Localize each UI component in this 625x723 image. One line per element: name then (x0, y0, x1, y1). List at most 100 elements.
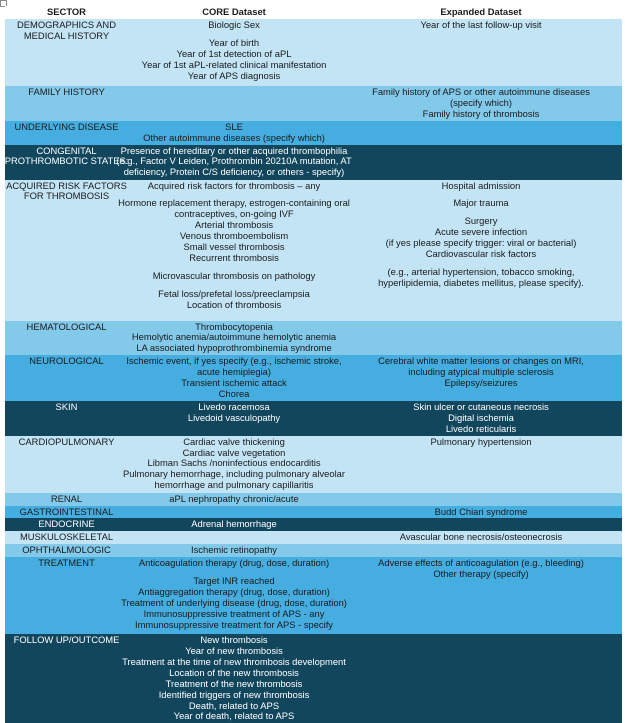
data-item: Venous thromboembolism (179, 230, 289, 242)
item-group: Ischemic event, if yes specify (e.g., is… (126, 355, 341, 400)
item-group: Adrenal hemorrhage (191, 519, 276, 530)
data-item: Adrenal hemorrhage (191, 518, 277, 530)
data-item: Hemolytic anemia/autoimmune hemolytic an… (131, 331, 337, 343)
header-expanded-dataset: Expanded Dataset (440, 6, 522, 17)
data-item: Ischemic retinopathy (191, 544, 277, 556)
data-item: Chorea (218, 387, 250, 399)
expanded-dataset-cell: Adverse effects of anticoagulation (e.g.… (340, 557, 622, 634)
expanded-dataset-cell: Avascular bone necrosis/osteonecrosis (340, 531, 622, 544)
table-row: UNDERLYING DISEASE SLE Other autoimmune di… (5, 120, 622, 145)
data-item: Fetal loss/prefetal loss/preeclampsia (158, 287, 310, 299)
data-item: Pulmonary hemorrhage, including pulmonar… (123, 468, 345, 480)
data-item: (specify which) (450, 96, 512, 108)
item-group: Ischemic retinopathy (191, 544, 277, 556)
data-item: Hospital admission (441, 179, 521, 191)
data-item: aPL nephropathy chronic/acute (169, 492, 299, 504)
table-row: MUSKULOSKELETAL Avascular bone necrosis/o… (5, 531, 622, 545)
data-item: Location of the new thrombosis (169, 666, 299, 678)
data-item: Family history of thrombosis (422, 107, 540, 119)
core-dataset-cell (128, 531, 340, 544)
data-item: Death, related to APS (188, 699, 280, 711)
data-item: Recurrent thrombosis (189, 251, 279, 263)
data-item: Microvascular thrombosis on pathology (152, 269, 316, 281)
data-item: Family history of APS or other autoimmun… (372, 86, 590, 97)
sector-label: CARDIOPULMONARY (18, 435, 115, 447)
expanded-dataset-cell (340, 544, 622, 557)
data-item: Year of APS diagnosis (187, 69, 281, 81)
table-row: GASTROINTESTINAL Budd Chiari syndrome (5, 505, 622, 519)
data-item: Immunosuppressive treatment of APS - any (143, 607, 325, 619)
core-dataset-cell: Biologic Sex Year of birth Year of 1st det… (128, 19, 340, 86)
data-item: Libman Sachs /noninfectious endocarditis (147, 457, 321, 469)
item-group: Adverse effects of anticoagulation (e.g.… (378, 557, 584, 580)
data-item: Location of thrombosis (186, 298, 282, 310)
sector-cell: CONGENITAL PROTHROMBOTIC STATES: (4, 144, 129, 180)
item-group: Avascular bone necrosis/osteonecrosis (399, 531, 563, 543)
item-group: Family history of APS or other autoimmun… (372, 86, 590, 120)
sector-label: MEDICAL HISTORY (23, 29, 110, 41)
data-item: Epilepsy/seizures (444, 377, 518, 389)
data-item: Year of 1st aPL-related clinical manifes… (141, 58, 327, 70)
data-item: Anticoagulation therapy (drug, dose, dur… (138, 557, 330, 569)
sector-cell: OPHTHALMOLOGIC (5, 544, 128, 557)
expanded-dataset-cell (340, 493, 622, 506)
item-group: Pulmonary hypertension (430, 436, 531, 448)
expanded-dataset-cell: Hospital admission Major trauma Surgery Acu… (340, 180, 622, 321)
sector-label: FAMILY HISTORY (28, 86, 105, 97)
data-item: Budd Chiari syndrome (434, 505, 528, 517)
data-item: Year of the last follow-up visit (420, 19, 542, 30)
core-dataset-cell: Presence of hereditary or other acquired… (116, 145, 351, 180)
data-item: LA associated hypoprothrombinemia syndro… (136, 342, 332, 354)
core-dataset-cell (128, 86, 340, 121)
core-dataset-cell: Anticoagulation therapy (drug, dose, dur… (121, 557, 347, 634)
item-group: Anticoagulation therapy (drug, dose, dur… (138, 557, 330, 569)
table-row: RENAL aPL nephropathy chronic/acute (5, 492, 622, 506)
data-item: Arterial thrombosis (194, 219, 274, 231)
data-item: Cardiac valve thickening (183, 435, 285, 447)
item-group: Acquired risk factors for thrombosis – a… (148, 180, 320, 192)
core-dataset-cell: Acquired risk factors for thrombosis – a… (118, 180, 350, 321)
sector-label: PROTHROMBOTIC STATES: (4, 155, 129, 167)
sector-label: CONGENITAL (36, 144, 97, 156)
data-item: Avascular bone necrosis/osteonecrosis (399, 531, 563, 543)
expanded-dataset-cell (340, 634, 622, 723)
data-item: (e.g., arterial hypertension, tobacco sm… (387, 265, 575, 277)
sector-cell: NEUROLOGICAL (5, 355, 128, 401)
table-row: SKIN Livedo racemosa Livedoid vasculopathy… (5, 400, 622, 436)
item-group: Year of the last follow-up visit (420, 19, 542, 31)
sector-cell: ACQUIRED RISK FACTORS FOR THROMBOSIS (5, 180, 128, 321)
table-row: FOLLOW UP/OUTCOME New thrombosis Year of n… (5, 634, 622, 723)
sector-label: MUSKULOSKELETAL (19, 531, 114, 543)
item-group: Target INR reached Antiaggregation therap… (121, 575, 347, 631)
expanded-dataset-cell: Cerebral white matter lesions or changes… (340, 355, 622, 401)
expanded-dataset-cell (340, 321, 622, 356)
data-item: Skin ulcer or cutaneous necrosis (413, 400, 549, 412)
data-item: Small vessel thrombosis (183, 241, 285, 253)
sector-label: ENDOCRINE (38, 518, 95, 530)
core-dataset-cell (128, 506, 340, 519)
sector-label: SKIN (55, 400, 78, 412)
table-move-handle[interactable] (0, 0, 7, 7)
table-row: ACQUIRED RISK FACTORS FOR THROMBOSIS Acqui… (5, 179, 622, 321)
sector-cell: ENDOCRINE (5, 518, 128, 531)
item-group: Hospital admission (441, 179, 521, 192)
expanded-dataset-cell: Year of the last follow-up visit (340, 19, 622, 86)
data-item: Transient ischemic attack (181, 377, 287, 389)
data-item: Acute severe infection (434, 226, 528, 238)
sector-label: FOR THROMBOSIS (23, 190, 110, 202)
data-item: (if yes please specify trigger: viral or… (385, 237, 577, 249)
data-item: Identified triggers of new thrombosis (158, 688, 310, 700)
sector-cell: TREATMENT (5, 557, 128, 634)
core-dataset-cell: Cardiac valve thickening Cardiac valve ve… (123, 435, 345, 493)
data-item: Year of birth (208, 36, 260, 48)
sector-label: UNDERLYING DISEASE (14, 120, 119, 132)
data-item: Immunosuppressive treatment for APS - sp… (135, 618, 333, 630)
core-dataset-cell: SLE Other autoimmune diseases (specify wh… (128, 121, 340, 145)
data-item: Livedo racemosa (198, 400, 270, 412)
sector-label: GASTROINTESTINAL (19, 505, 114, 517)
data-item: Year of new thrombosis (185, 645, 283, 657)
expanded-dataset-cell (340, 121, 622, 145)
item-group: aPL nephropathy chronic/acute (169, 492, 299, 505)
data-item: Cardiac valve vegetation (182, 446, 286, 458)
sector-label: OPHTHALMOLOGIC (22, 544, 111, 556)
